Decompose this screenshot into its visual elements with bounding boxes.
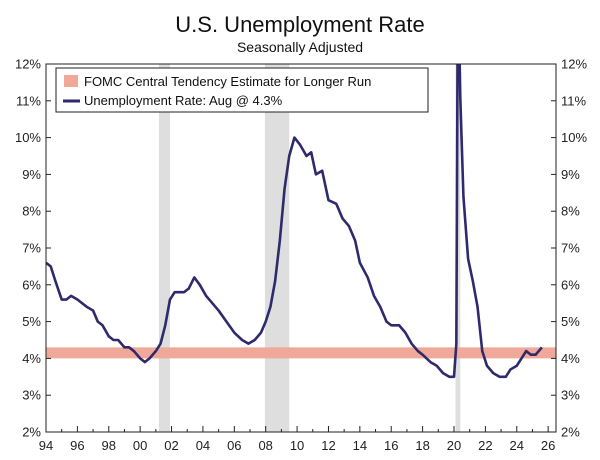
y-tick-label-right: 3% [561, 388, 580, 403]
x-tick-label: 12 [321, 438, 335, 453]
y-tick-label-left: 3% [22, 388, 41, 403]
y-tick-label-left: 6% [22, 277, 41, 292]
x-tick-label: 24 [510, 438, 524, 453]
y-axis-right: 2% 3% 4% 5% 6% 7% 8% 9% 10% 11% 12% [551, 57, 587, 440]
legend-series-label: Unemployment Rate: Aug @ 4.3% [84, 93, 283, 108]
y-tick-label-left: 2% [22, 425, 41, 440]
x-tick-label: 18 [415, 438, 429, 453]
x-tick-label: 00 [133, 438, 147, 453]
chart-title: U.S. Unemployment Rate [175, 12, 424, 37]
legend-band-swatch [64, 75, 78, 87]
x-tick-label: 26 [541, 438, 555, 453]
x-axis: 94 96 98 00 02 04 06 08 10 12 14 16 18 20 22 24 26 [39, 426, 555, 453]
series-line-0 [46, 64, 543, 379]
y-tick-label-right: 4% [561, 351, 580, 366]
y-tick-label-left: 8% [22, 204, 41, 219]
y-tick-label-left: 5% [22, 314, 41, 329]
x-tick-label: 06 [227, 438, 241, 453]
y-tick-label-right: 12% [561, 57, 587, 72]
y-tick-label-left: 10% [15, 130, 41, 145]
y-tick-label-right: 8% [561, 204, 580, 219]
y-tick-label-left: 12% [15, 57, 41, 72]
x-tick-label: 08 [258, 438, 272, 453]
x-tick-label: 10 [290, 438, 304, 453]
x-tick-label: 20 [447, 438, 461, 453]
recession-bar-1 [264, 64, 290, 432]
fomc-band [46, 347, 556, 359]
legend-box [55, 67, 429, 113]
y-tick-label-left: 9% [22, 167, 41, 182]
x-tick-label: 02 [164, 438, 178, 453]
x-tick-label: 94 [39, 438, 53, 453]
y-tick-label-right: 5% [561, 314, 580, 329]
x-tick-label: 96 [70, 438, 84, 453]
y-tick-label-right: 9% [561, 167, 580, 182]
y-tick-label-right: 11% [561, 93, 586, 108]
x-tick-label: 98 [102, 438, 116, 453]
chart-subtitle: Seasonally Adjusted [237, 39, 363, 55]
y-tick-label-left: 7% [22, 241, 41, 256]
series-layer [46, 64, 543, 379]
recession-shading [158, 64, 461, 432]
y-axis-left: 2% 3% 4% 5% 6% 7% 8% 9% 10% 11% 12% [15, 57, 51, 440]
y-tick-label-right: 2% [561, 425, 580, 440]
x-tick-label: 04 [196, 438, 210, 453]
x-tick-label: 16 [384, 438, 398, 453]
legend: FOMC Central Tendency Estimate for Longe… [55, 67, 429, 113]
x-tick-label: 22 [478, 438, 492, 453]
legend-band-label: FOMC Central Tendency Estimate for Longe… [84, 74, 371, 89]
y-tick-label-right: 6% [561, 277, 580, 292]
x-tick-label: 14 [353, 438, 367, 453]
y-tick-label-right: 10% [561, 130, 587, 145]
plot-frame [45, 63, 557, 433]
fomc-band-layer [46, 347, 556, 359]
y-tick-label-left: 11% [16, 93, 41, 108]
y-tick-label-right: 7% [561, 241, 580, 256]
y-tick-label-left: 4% [22, 351, 41, 366]
recession-bar-0 [158, 64, 170, 432]
